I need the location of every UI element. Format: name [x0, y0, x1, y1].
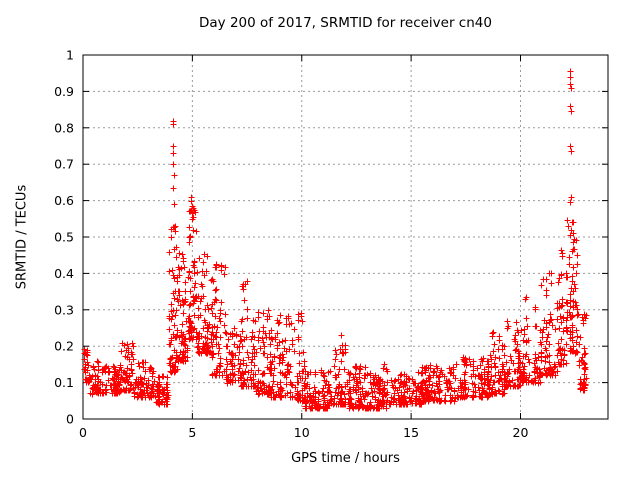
- svg-text:0: 0: [66, 412, 74, 427]
- svg-text:0.8: 0.8: [54, 120, 74, 135]
- svg-text:0.2: 0.2: [54, 339, 74, 354]
- svg-text:0.1: 0.1: [54, 375, 74, 390]
- svg-text:20: 20: [513, 425, 529, 440]
- svg-text:5: 5: [188, 425, 196, 440]
- y-tick-labels: 0 0.1 0.2 0.3 0.4 0.5 0.6 0.7 0.8 0.9 1: [54, 48, 74, 427]
- svg-text:0.7: 0.7: [54, 157, 74, 172]
- x-axis-label: GPS time / hours: [291, 451, 400, 466]
- chart-title: Day 200 of 2017, SRMTID for receiver cn4…: [199, 15, 492, 31]
- svg-text:15: 15: [403, 425, 419, 440]
- axis-box: [82, 54, 609, 420]
- svg-text:1: 1: [66, 48, 74, 63]
- svg-text:0.3: 0.3: [54, 302, 74, 317]
- scatter-points: [81, 68, 590, 412]
- svg-text:10: 10: [294, 425, 310, 440]
- svg-text:0.6: 0.6: [54, 193, 74, 208]
- svg-text:0.4: 0.4: [54, 266, 74, 281]
- svg-text:0.9: 0.9: [54, 84, 74, 99]
- svg-text:0.5: 0.5: [54, 230, 74, 245]
- x-tick-labels: 0 5 10 15 20: [79, 425, 528, 440]
- svg-text:0: 0: [79, 425, 87, 440]
